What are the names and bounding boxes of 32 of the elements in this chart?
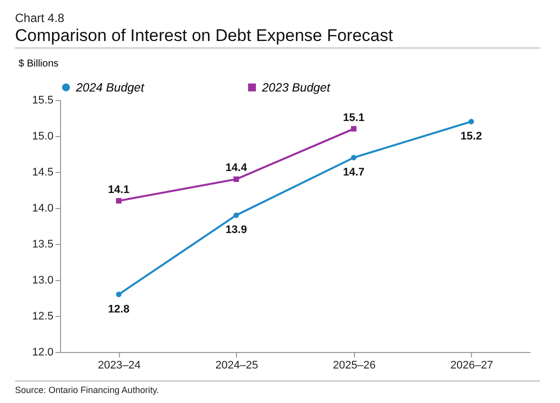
- y-tick-label: 15.5: [32, 94, 54, 106]
- x-tick-label: 2024–25: [215, 360, 258, 372]
- caption: Chart 4.8: [15, 11, 65, 25]
- x-tick-label: 2025–26: [332, 360, 376, 372]
- data-label: 15.1: [343, 112, 364, 124]
- legend-label: 2023 Budget: [261, 80, 331, 94]
- y-tick-label: 12.5: [32, 310, 54, 322]
- point: [116, 292, 122, 298]
- point: [468, 118, 474, 124]
- data-label: 12.8: [108, 303, 130, 316]
- x-tick-label: 2026–27: [450, 360, 494, 372]
- y-tick-label: 15.0: [32, 130, 54, 142]
- y-tick-label: 13.5: [32, 238, 54, 250]
- y-tick-label: 12.0: [32, 346, 54, 358]
- chart-title: Comparison of Interest on Debt Expense Forecast: [15, 26, 394, 45]
- data-label: 13.9: [226, 224, 247, 236]
- point: [351, 126, 356, 132]
- data-label: 14.7: [343, 166, 364, 179]
- data-label: 14.4: [226, 162, 248, 174]
- legend-label: 2024 Budget: [75, 80, 145, 94]
- point: [351, 154, 356, 160]
- point: [234, 212, 239, 218]
- point: [234, 176, 239, 182]
- y-tick-label: 14.0: [32, 202, 54, 214]
- y-tick-label: 13.0: [32, 274, 54, 286]
- x-tick-label: 2023–24: [98, 360, 141, 372]
- data-label: 15.2: [460, 130, 482, 143]
- source-note: Source: Ontario Financing Authority.: [15, 385, 159, 395]
- data-label: 14.1: [108, 184, 130, 196]
- y-axis-title: $ Billions: [18, 58, 59, 70]
- y-tick-label: 14.5: [32, 166, 54, 178]
- point: [116, 198, 122, 204]
